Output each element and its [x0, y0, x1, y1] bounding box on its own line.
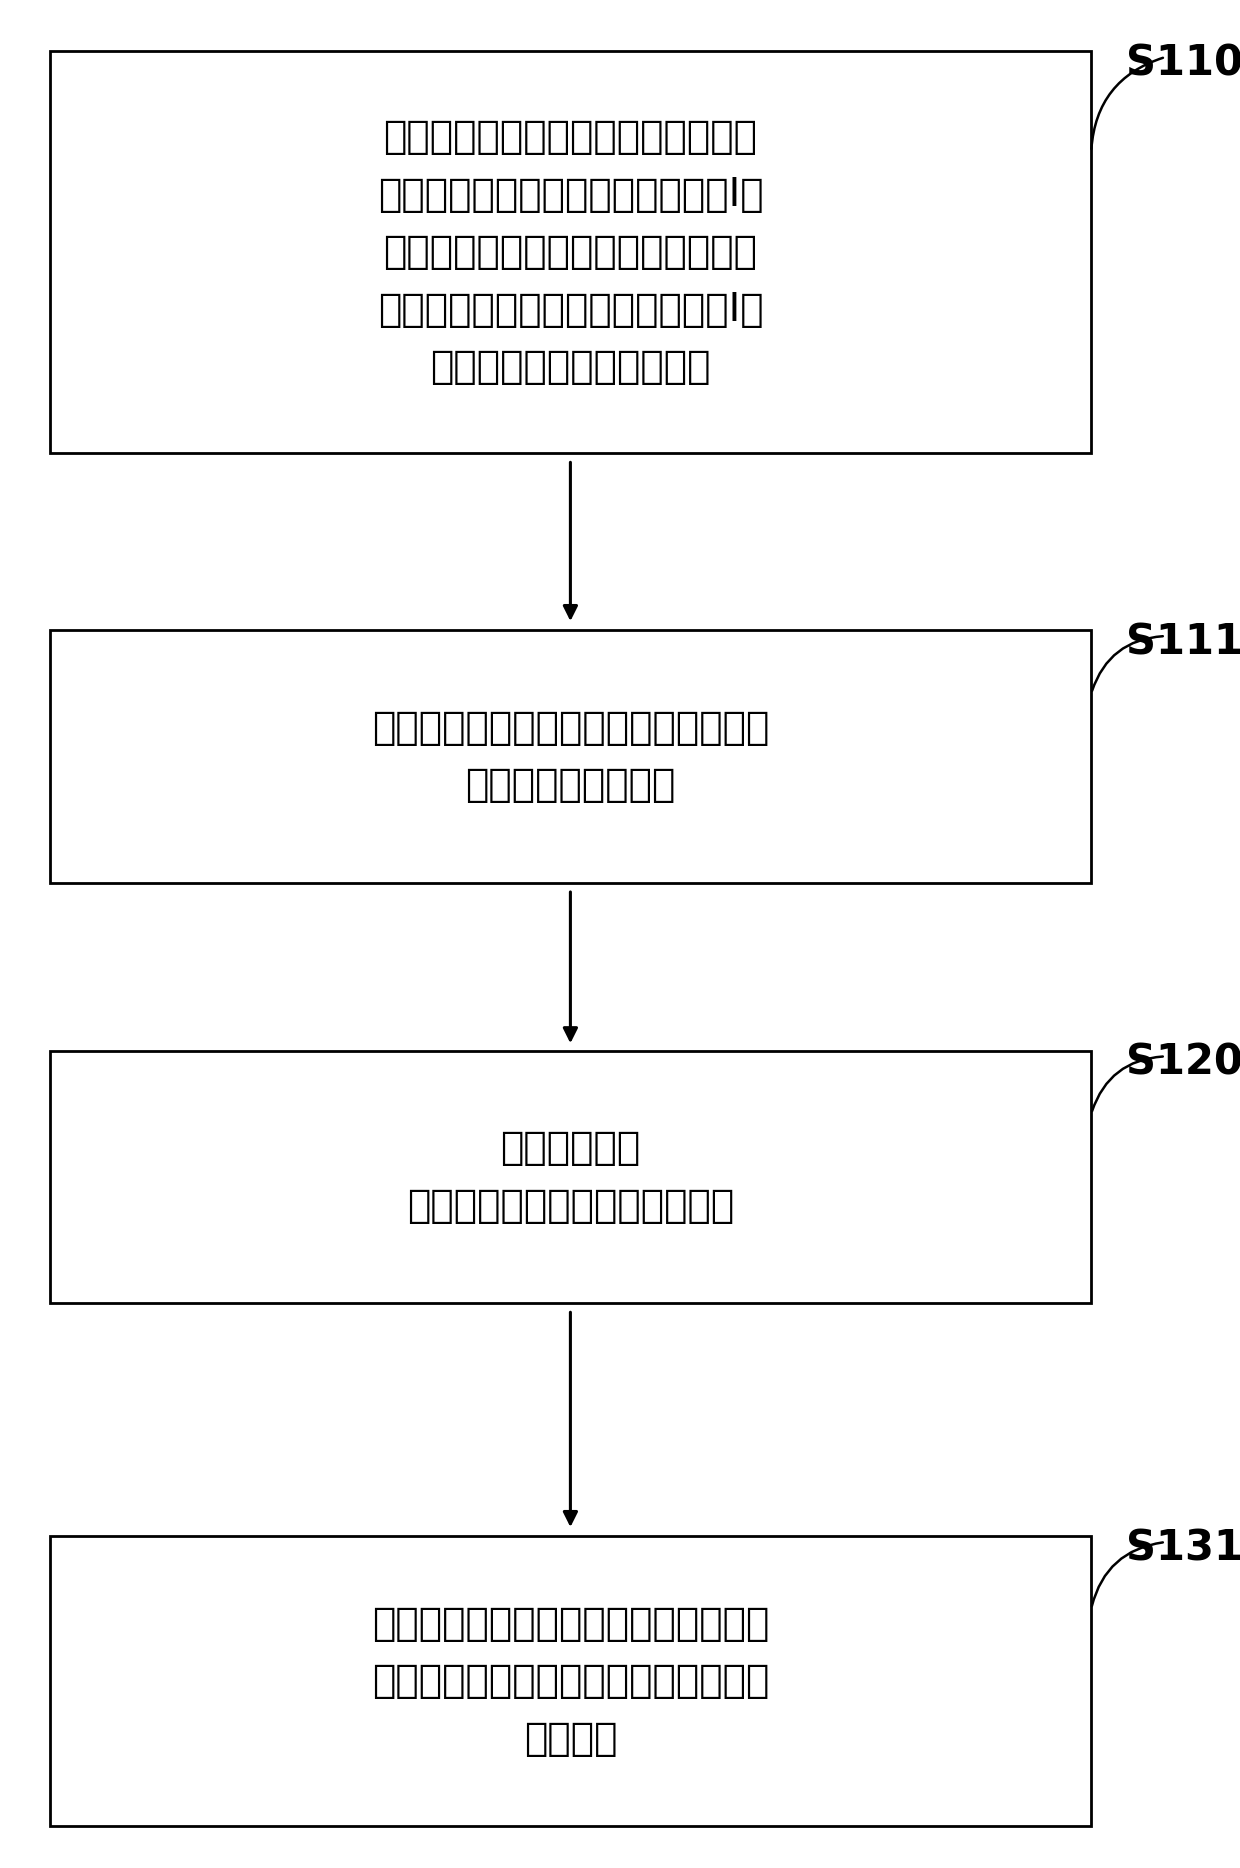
- Text: 按照时间戳信息将第一视频帧数据插入
到第二视频帧数据中，并按照设定协议
进行封装: 按照时间戳信息将第一视频帧数据插入 到第二视频帧数据中，并按照设定协议 进行封装: [372, 1605, 769, 1758]
- Bar: [50, 1535, 1091, 1827]
- Text: S120: S120: [1126, 1040, 1240, 1083]
- Text: S111: S111: [1126, 620, 1240, 663]
- Text: S131: S131: [1126, 1528, 1240, 1569]
- Text: 接收视频帧数据的实时视频码流，并
在接收到录制指令时，将之前最近I帧
至当前视频帧之间的第一视频帧数据
存储到设定缓存区，其中，该最近I帧
为第一视频帧数据的起: 接收视频帧数据的实时视频码流，并 在接收到录制指令时，将之前最近I帧 至当前视频…: [378, 118, 763, 387]
- Text: S110: S110: [1126, 41, 1240, 84]
- Text: 将当前视频帧
之后的第二视频帧数据进行录制: 将当前视频帧 之后的第二视频帧数据进行录制: [407, 1128, 734, 1225]
- Bar: [50, 631, 1091, 884]
- Text: 将第一视频帧数据的视频帧的类型以及
时间戳信息进行缓存: 将第一视频帧数据的视频帧的类型以及 时间戳信息进行缓存: [372, 708, 769, 805]
- Bar: [50, 1050, 1091, 1304]
- Bar: [50, 50, 1091, 452]
